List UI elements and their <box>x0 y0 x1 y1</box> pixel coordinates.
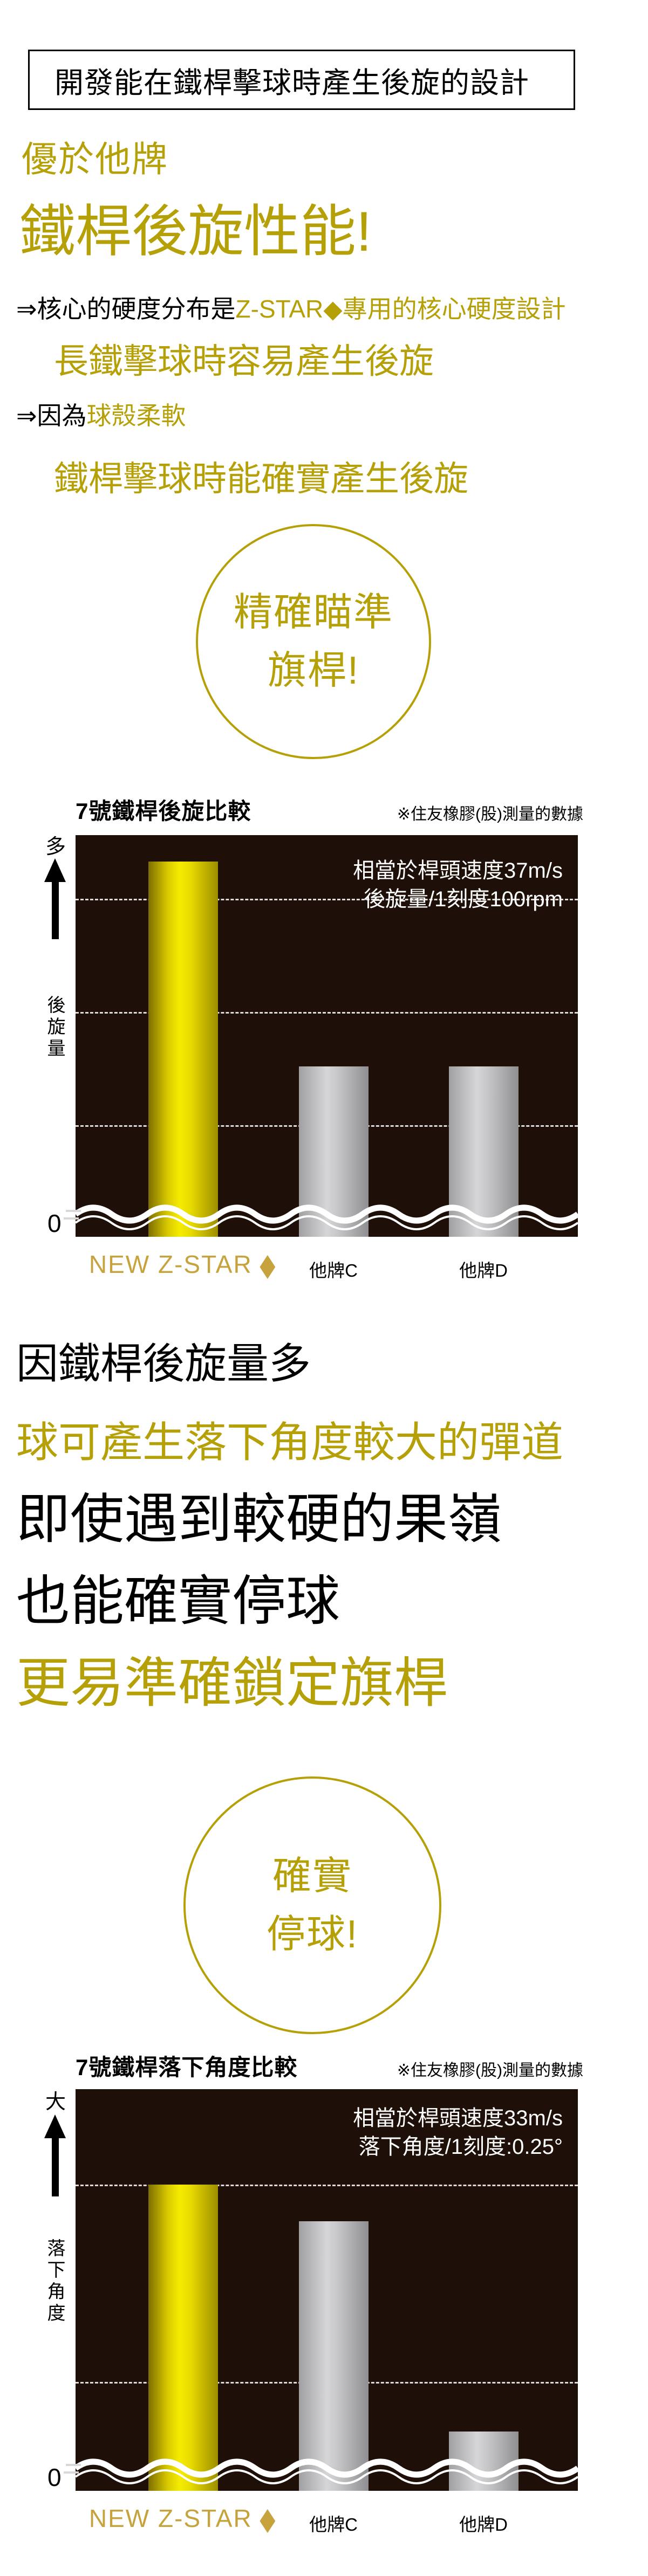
boxed-headline: 開發能在鐵桿擊球時產生後旋的設計 <box>28 50 575 110</box>
chart1-up-arrow-shaft <box>52 881 59 939</box>
axis-break-wave <box>76 2458 578 2484</box>
chart2-title: 7號鐵桿落下角度比較 <box>76 2055 298 2080</box>
chart2-category-brandD: 他牌D <box>459 2515 508 2534</box>
chart2-break-tick-bottom <box>64 2471 79 2474</box>
chart1-source-note: ※住友橡膠(股)測量的數據 <box>397 805 583 823</box>
chart1-break-tick-top <box>66 1210 81 1212</box>
chart2-up-arrow-shaft <box>52 2137 59 2196</box>
chart1-zstar-text: NEW Z-STAR <box>88 1250 253 1278</box>
chart1-y-top-label: 多 <box>45 836 66 858</box>
chart2-source-note: ※住友橡膠(股)測量的數據 <box>397 2062 583 2079</box>
boxed-headline-text: 開發能在鐵桿擊球時產生後旋的設計 <box>54 66 529 99</box>
chart1-break-tick-bottom <box>64 1217 79 1220</box>
badge1-line1: 精確瞄準 <box>233 591 393 634</box>
badge2-line1: 確實 <box>272 1855 352 1898</box>
bar-NEW Z-STAR ◆ <box>148 2185 218 2491</box>
chart2-zero-label: 0 <box>47 2463 62 2491</box>
chart1-zero-label: 0 <box>47 1209 62 1237</box>
chart2-zstar-diamond-icon: ◆ <box>260 2501 276 2536</box>
dashed-gridline <box>76 899 578 900</box>
chart1-category-brandC: 他牌C <box>309 1261 358 1280</box>
bullet2-gold-text: 球殼柔軟 <box>86 402 186 430</box>
bullet-soft-cover: ⇒因為球殼柔軟 <box>16 403 186 428</box>
bullet2-black-text: ⇒因為 <box>16 402 87 430</box>
chart1-y-axis-label: 後旋量 <box>44 995 65 1060</box>
chart2-zstar-text: NEW Z-STAR <box>88 2504 253 2532</box>
dashed-gridline <box>76 2185 578 2186</box>
bullet2-subline: 鐵桿擊球時能確實產生後旋 <box>54 459 468 498</box>
chart1-zstar-diamond-icon: ◆ <box>260 1246 276 1282</box>
chart1-category-brandD: 他牌D <box>459 1261 508 1280</box>
bullet1-subline: 長鐵擊球時容易產生後旋 <box>54 342 434 381</box>
bullet1-black-text: ⇒核心的硬度分布是 <box>16 295 236 323</box>
chart1-up-arrow-icon <box>44 858 66 882</box>
chart1-annotation: 相當於桿頭速度37m/s 後旋量/1刻度100rpm <box>353 857 563 914</box>
mid-copy-line3: 即使遇到較硬的果嶺 <box>16 1489 502 1549</box>
chart1-annotation-line2: 後旋量/1刻度100rpm <box>364 887 563 911</box>
chart2-y-top-label: 大 <box>45 2091 66 2113</box>
chart2-up-arrow-icon <box>44 2114 66 2138</box>
badge-stop-ball: 確實 停球! <box>183 1776 441 2034</box>
chart2-annotation-line2: 落下角度/1刻度:0.25° <box>358 2134 563 2159</box>
badge1-line2: 旗桿! <box>267 649 359 692</box>
chart1-category-zstar: NEW Z-STAR ◆ <box>81 1247 286 1282</box>
chart1-plot-area: 相當於桿頭速度37m/s 後旋量/1刻度100rpm <box>76 835 578 1237</box>
intro-subtitle: 優於他牌 <box>22 139 168 179</box>
bullet-core-hardness: ⇒核心的硬度分布是Z-STAR◆專用的核心硬度設計 <box>16 297 566 321</box>
chart2-break-tick-top <box>66 2464 81 2466</box>
badge2-line2: 停球! <box>266 1913 358 1956</box>
bar-NEW Z-STAR ◆ <box>148 862 218 1237</box>
bar-他牌C <box>299 2221 369 2491</box>
intro-title: 鐵桿後旋性能! <box>19 201 372 263</box>
dashed-gridline <box>76 1012 578 1014</box>
chart2-plot-area: 相當於桿頭速度33m/s 落下角度/1刻度:0.25° <box>76 2089 578 2491</box>
chart2-category-brandC: 他牌C <box>309 2515 358 2534</box>
chart1-title: 7號鐵桿後旋比較 <box>76 798 251 824</box>
mid-copy-line4: 也能確實停球 <box>16 1571 340 1631</box>
axis-break-wave <box>76 1204 578 1230</box>
chart2-category-zstar: NEW Z-STAR ◆ <box>81 2501 286 2536</box>
bullet1-gold-text: Z-STAR◆專用的核心硬度設計 <box>235 295 566 323</box>
mid-copy-line2: 球可產生落下角度較大的彈道 <box>16 1418 564 1466</box>
mid-copy-line5: 更易準確鎖定旗桿 <box>16 1653 448 1713</box>
chart2-y-axis-label: 落下角度 <box>44 2238 65 2325</box>
mid-copy-line1: 因鐵桿後旋量多 <box>16 1340 311 1387</box>
badge-aim-at-pin: 精確瞄準 旗桿! <box>196 524 431 759</box>
chart1-annotation-line1: 相當於桿頭速度37m/s <box>353 859 563 883</box>
chart2-annotation: 相當於桿頭速度33m/s 落下角度/1刻度:0.25° <box>353 2104 563 2161</box>
chart2-annotation-line1: 相當於桿頭速度33m/s <box>353 2106 563 2130</box>
